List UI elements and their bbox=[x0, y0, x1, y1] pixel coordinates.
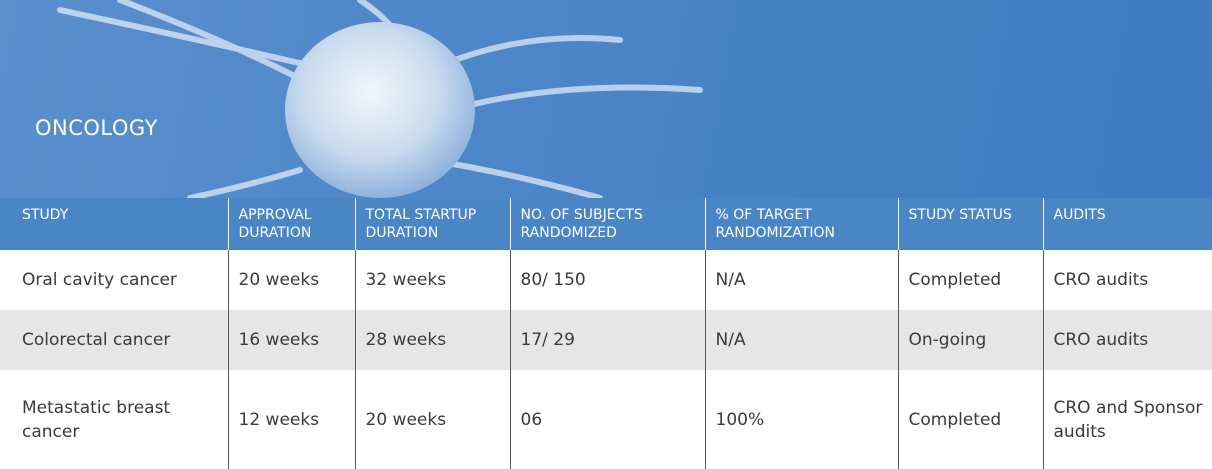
table-cell: N/A bbox=[705, 250, 898, 310]
column-header: STUDY bbox=[0, 198, 228, 250]
table-cell: Completed bbox=[898, 250, 1043, 310]
column-header: APPROVAL DURATION bbox=[228, 198, 355, 250]
table-cell: 28 weeks bbox=[355, 310, 510, 370]
table-cell: 12 weeks bbox=[228, 370, 355, 469]
table-cell: Metastatic breast cancer bbox=[0, 370, 228, 469]
column-header: NO. OF SUBJECTS RANDOMIZED bbox=[510, 198, 705, 250]
table-cell: 16 weeks bbox=[228, 310, 355, 370]
column-header: TOTAL STARTUP DURATION bbox=[355, 198, 510, 250]
table-cell: Colorectal cancer bbox=[0, 310, 228, 370]
column-header: AUDITS bbox=[1043, 198, 1212, 250]
banner-art bbox=[0, 0, 1212, 198]
table-cell: 80/ 150 bbox=[510, 250, 705, 310]
table-cell: Oral cavity cancer bbox=[0, 250, 228, 310]
table-cell: CRO audits bbox=[1043, 310, 1212, 370]
column-header: STUDY STATUS bbox=[898, 198, 1043, 250]
column-header: % OF TARGET RANDOMIZATION bbox=[705, 198, 898, 250]
table-cell: 20 weeks bbox=[355, 370, 510, 469]
table-cell: 100% bbox=[705, 370, 898, 469]
table-cell: 06 bbox=[510, 370, 705, 469]
banner: ONCOLOGY bbox=[0, 0, 1212, 198]
table-cell: 20 weeks bbox=[228, 250, 355, 310]
table-cell: CRO and Sponsor audits bbox=[1043, 370, 1212, 469]
table-cell: 32 weeks bbox=[355, 250, 510, 310]
table-cell: On-going bbox=[898, 310, 1043, 370]
page: ONCOLOGY STUDYAPPROVAL DURATIONTOTAL STA… bbox=[0, 0, 1212, 469]
table-cell: 17/ 29 bbox=[510, 310, 705, 370]
table-cell: Completed bbox=[898, 370, 1043, 469]
table-cell: N/A bbox=[705, 310, 898, 370]
table-cell: CRO audits bbox=[1043, 250, 1212, 310]
page-title: ONCOLOGY bbox=[35, 116, 158, 140]
